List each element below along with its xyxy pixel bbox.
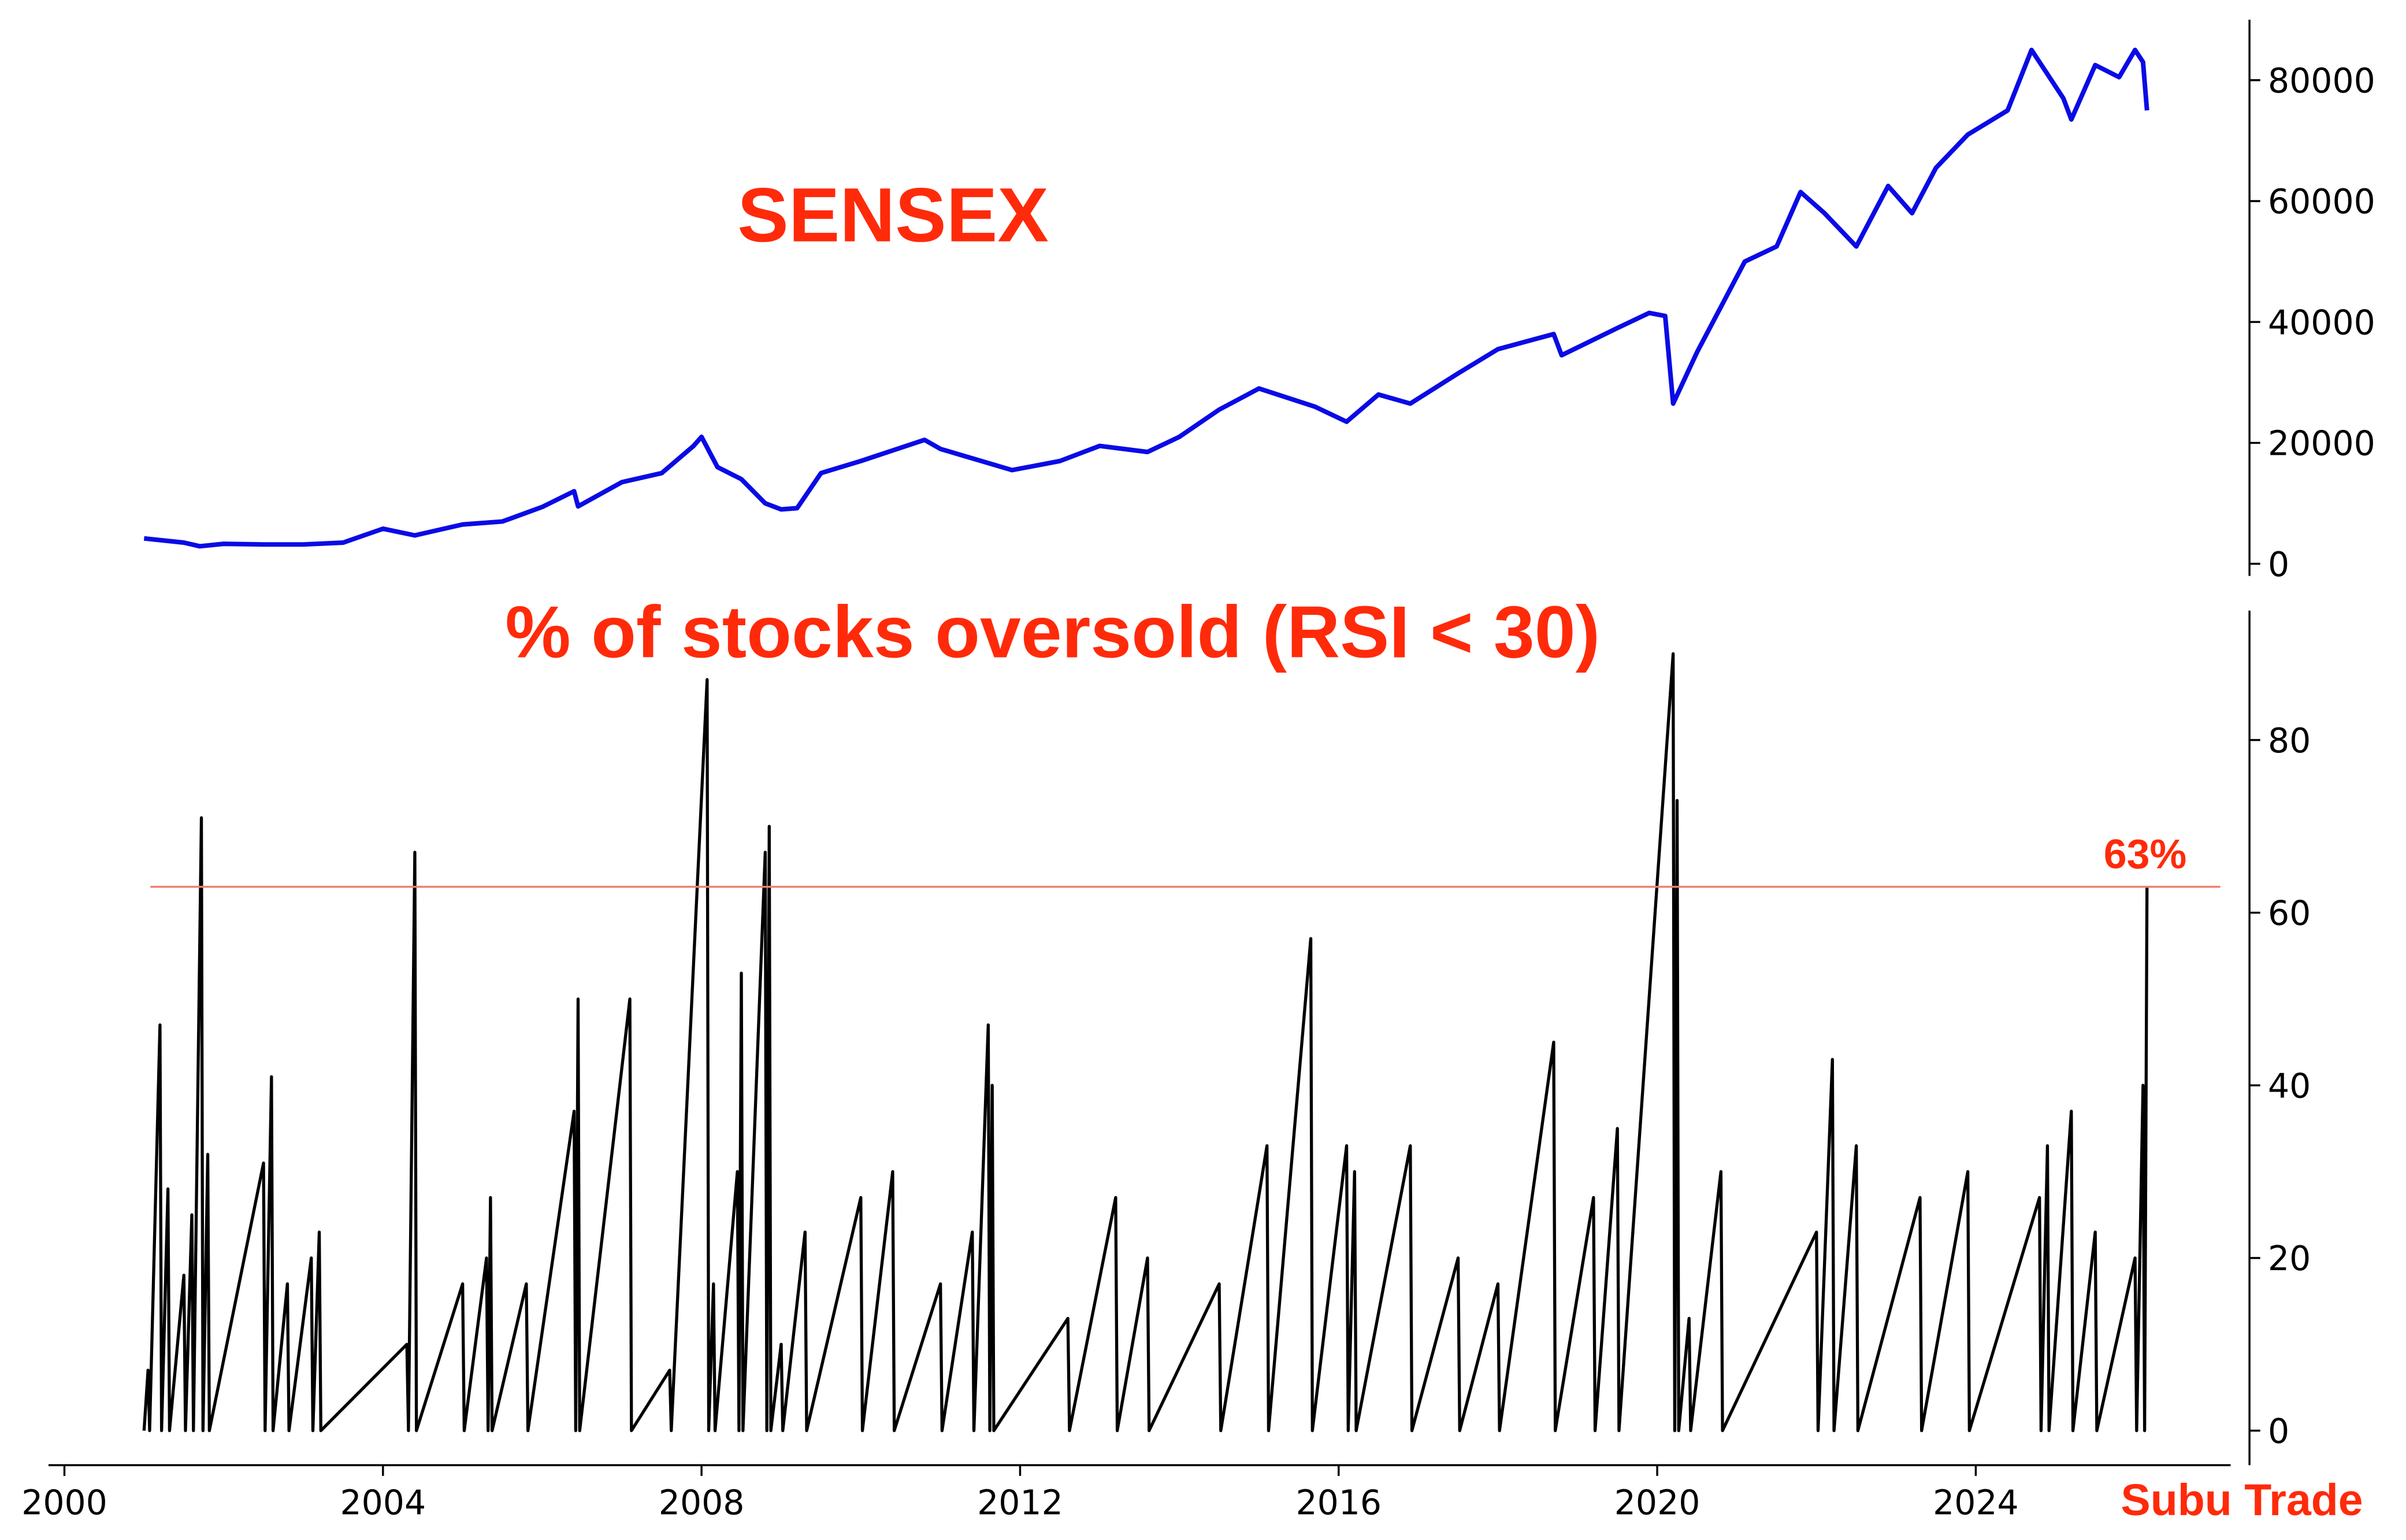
y-tick-label: 0 bbox=[2268, 545, 2289, 584]
x-tick-label: 2016 bbox=[1295, 1483, 1382, 1522]
x-tick-label: 2012 bbox=[977, 1483, 1063, 1522]
y-tick-label: 60 bbox=[2268, 894, 2311, 933]
y-tick-label: 20000 bbox=[2268, 424, 2375, 463]
x-tick-label: 2008 bbox=[659, 1483, 745, 1522]
threshold-label: 63% bbox=[2104, 832, 2186, 878]
y-tick-label: 60000 bbox=[2268, 182, 2375, 221]
x-tick-label: 2024 bbox=[1933, 1483, 2019, 1522]
x-tick-label: 2004 bbox=[340, 1483, 426, 1522]
y-tick-label: 20 bbox=[2268, 1239, 2311, 1278]
panel-title: SENSEX bbox=[737, 173, 1049, 258]
y-tick-label: 40 bbox=[2268, 1066, 2311, 1105]
watermark: Subu Trade bbox=[2121, 1475, 2363, 1525]
data-line bbox=[142, 652, 2149, 1433]
x-tick-label: 2020 bbox=[1614, 1483, 1700, 1522]
panel-title: % of stocks oversold (RSI < 30) bbox=[505, 591, 1600, 673]
data-line bbox=[143, 47, 2149, 549]
y-tick-label: 80000 bbox=[2268, 61, 2375, 101]
y-tick-label: 80 bbox=[2268, 721, 2311, 760]
x-tick-label: 2000 bbox=[21, 1483, 107, 1522]
y-tick-label: 0 bbox=[2268, 1412, 2289, 1451]
y-tick-label: 40000 bbox=[2268, 303, 2375, 342]
